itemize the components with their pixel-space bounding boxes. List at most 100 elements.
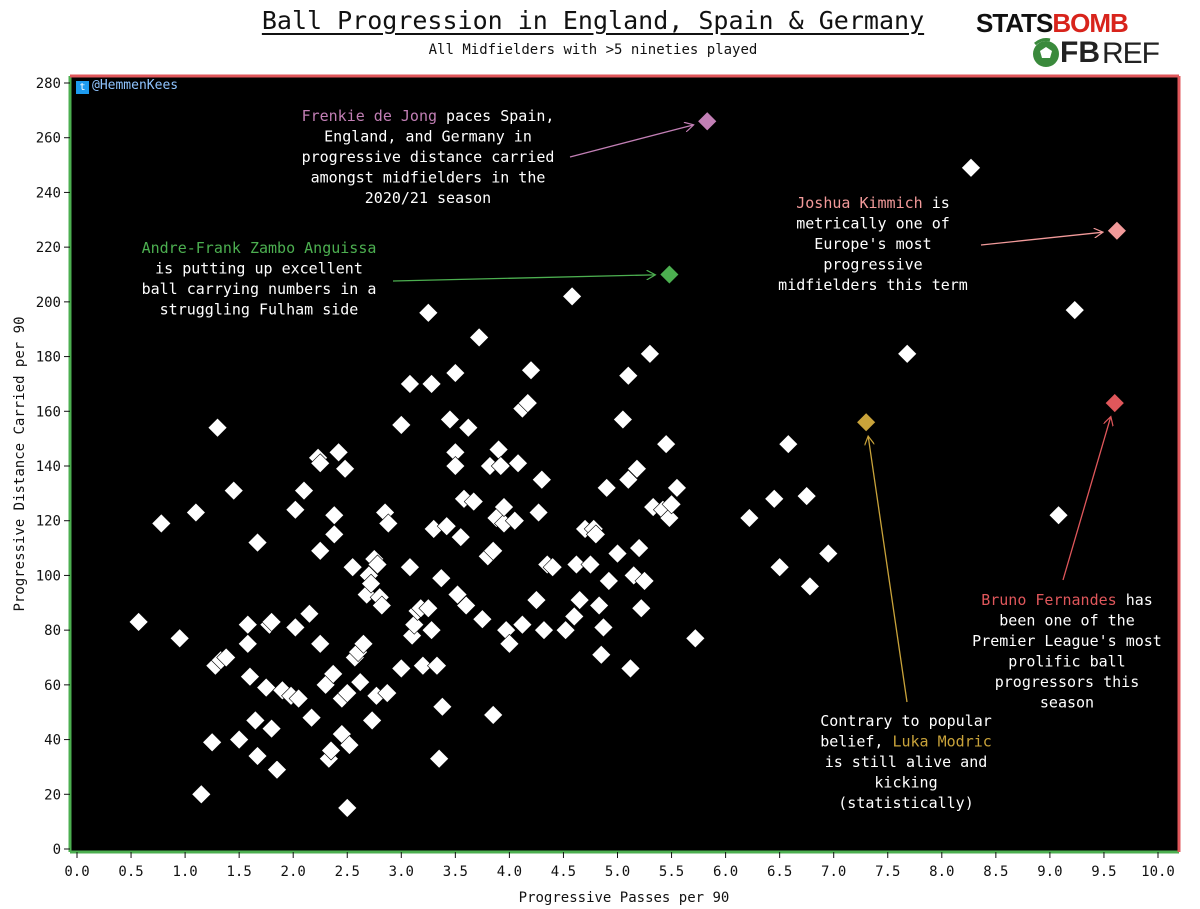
annotation-line: England, and Germany in (324, 128, 532, 146)
data-point (418, 598, 439, 619)
x-tick-label: 1.0 (172, 864, 197, 880)
data-point (400, 557, 420, 578)
data-point (542, 557, 563, 578)
y-tick-label: 220 (36, 240, 61, 256)
data-point (483, 540, 504, 561)
data-point (337, 798, 358, 818)
data-point (247, 532, 268, 553)
annotation-segment: Joshua Kimmich (796, 194, 922, 212)
data-point (362, 710, 383, 731)
data-point (342, 557, 363, 578)
annotation-segment: progressive (823, 256, 922, 274)
data-point (285, 499, 306, 520)
annotation-segment: has (1117, 591, 1153, 609)
fbref-logo-fb: FB (1060, 36, 1100, 69)
data-point (237, 633, 258, 654)
data-point (440, 409, 460, 430)
data-point (377, 683, 398, 703)
annotation-arrow (980, 232, 1102, 246)
data-point (531, 469, 552, 490)
annotation-line: season (1040, 694, 1094, 712)
data-point (799, 576, 820, 597)
data-point (659, 508, 680, 528)
x-tick-label: 4.0 (497, 864, 522, 880)
y-tick-label: 0 (53, 842, 61, 858)
annotation-segment: season (1040, 694, 1094, 712)
annotation-line: Europe's most (814, 235, 931, 253)
data-point (310, 633, 331, 654)
annotation-line: 2020/21 season (365, 189, 491, 207)
data-point (627, 458, 647, 479)
data-point (521, 360, 541, 381)
annotation-texts: Frenkie de Jong paces Spain, England, and… (142, 107, 1162, 812)
data-point (566, 554, 587, 575)
annotation-line: Bruno Fernandes has (981, 591, 1153, 609)
data-point (391, 415, 412, 435)
data-point (216, 647, 237, 668)
y-tick-label: 200 (36, 295, 61, 311)
data-point (267, 759, 287, 780)
x-tick-label: 5.0 (605, 864, 630, 880)
twitter-handle[interactable]: t @HemmenKees (76, 78, 178, 94)
annotation-line: Frenkie de Jong paces Spain, (302, 107, 555, 125)
statsbomb-logo-bomb: BOMB (1052, 8, 1128, 38)
data-point (499, 633, 520, 654)
data-point (247, 746, 268, 766)
y-tick-label: 60 (44, 678, 61, 694)
twitter-icon: t (76, 81, 89, 94)
data-point (612, 409, 633, 430)
annotation-line: progressors this (995, 673, 1140, 691)
annotation-segment: amongst midfielders in the (311, 169, 546, 187)
data-point (661, 494, 682, 515)
annotation-line: (statistically) (838, 794, 973, 812)
annotation-segment: Luka Modric (892, 733, 991, 751)
data-point (580, 554, 601, 575)
x-tick-label: 7.0 (821, 864, 846, 880)
data-point (128, 612, 149, 632)
annotation-segment: Andre-Frank Zambo Anguissa (142, 239, 377, 257)
data-point (432, 696, 453, 717)
data-point (450, 527, 471, 548)
annotation-line: amongst midfielders in the (311, 169, 546, 187)
x-tick-label: 2.5 (335, 864, 360, 880)
data-point (634, 570, 655, 591)
annotation-line: is still alive and (825, 753, 988, 771)
data-point (528, 502, 549, 523)
y-tick-label: 240 (36, 185, 61, 201)
data-point (191, 784, 212, 805)
data-point (961, 157, 981, 178)
data-point (769, 557, 790, 578)
x-tick-label: 5.5 (659, 864, 684, 880)
annotation-segment: (statistically) (838, 794, 973, 812)
data-point (185, 502, 206, 523)
highlight-point-andre-frank-zambo-anguissa (659, 264, 680, 285)
data-point (463, 491, 484, 512)
data-point (445, 363, 466, 383)
x-tick-label: 0.0 (64, 864, 89, 880)
data-point (778, 434, 799, 455)
annotation-line: Premier League's most (972, 632, 1162, 650)
data-point (299, 603, 320, 624)
data-point (256, 677, 277, 698)
data-point (229, 729, 250, 750)
data-point (472, 609, 493, 630)
data-point (585, 524, 606, 545)
data-point (796, 486, 817, 507)
y-tick-label: 160 (36, 404, 61, 420)
y-tick-label: 180 (36, 350, 61, 366)
data-point (447, 584, 468, 605)
x-tick-label: 6.0 (713, 864, 738, 880)
y-tick-label: 260 (36, 131, 61, 147)
data-point (285, 617, 306, 638)
annotation-segment: 2020/21 season (365, 189, 491, 207)
annotation-line: is putting up excellent (155, 260, 363, 278)
data-point (1048, 505, 1069, 526)
annotation-line: struggling Fulham side (160, 301, 359, 319)
data-point (261, 718, 282, 739)
annotation-segment: progressors this (995, 673, 1140, 691)
data-point (207, 417, 228, 438)
data-point (589, 595, 610, 616)
data-point (310, 540, 331, 561)
x-tick-label: 10.0 (1141, 864, 1175, 880)
